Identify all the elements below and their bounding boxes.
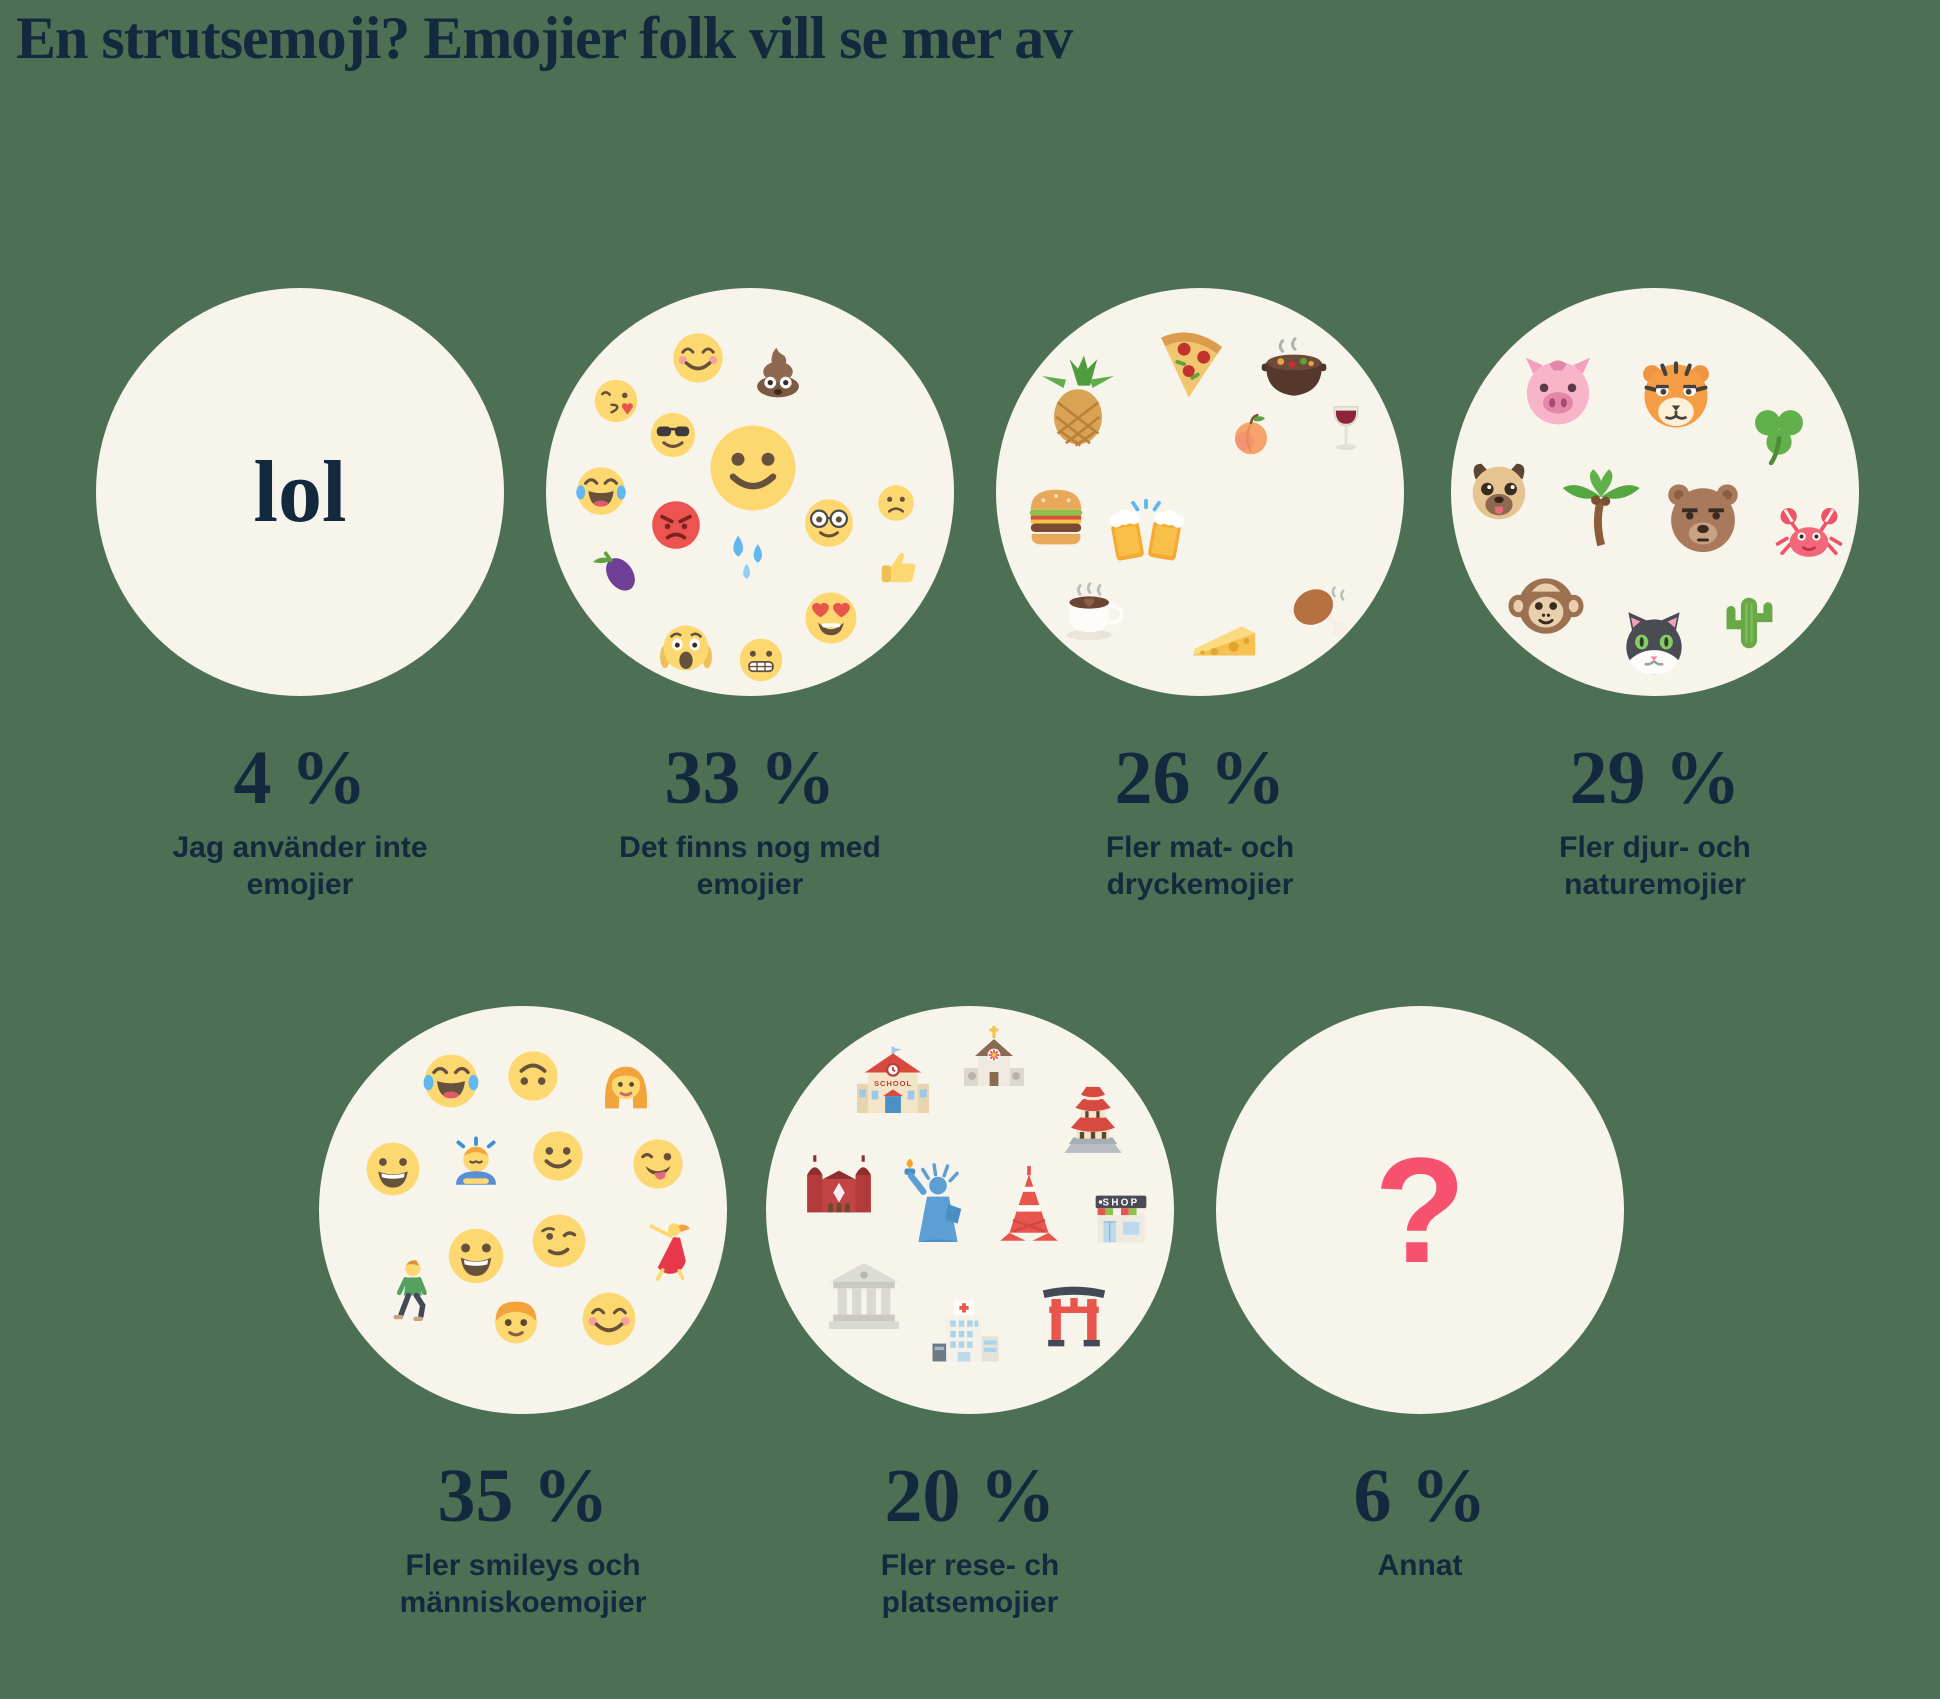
sunglasses-face-emoji xyxy=(647,409,699,461)
joy-emoji xyxy=(420,1050,482,1112)
segment-travel-places: SCHOOL SHOP 20 % Fler rese- ch platsemoji… xyxy=(766,1006,1174,1621)
big-grin-emoji xyxy=(444,1224,508,1288)
segment-other: ? 6 % Annat xyxy=(1216,1006,1624,1585)
grinning-emoji xyxy=(362,1138,424,1200)
eggplant-emoji xyxy=(585,537,647,599)
walking-man-emoji xyxy=(375,1255,447,1327)
svg-text:SHOP: SHOP xyxy=(1103,1198,1140,1209)
percent-label: Jag använder inte emojier xyxy=(172,831,428,901)
scream-emoji xyxy=(657,619,715,677)
dancer-emoji xyxy=(633,1218,699,1284)
monkey-emoji xyxy=(1505,565,1587,647)
japanese-castle-emoji xyxy=(1049,1077,1137,1165)
slight-frown-emoji xyxy=(875,482,917,524)
heart-eyes-emoji xyxy=(801,588,861,648)
grimace-emoji xyxy=(736,635,786,685)
church-emoji xyxy=(954,1022,1034,1102)
angry-emoji xyxy=(648,497,704,553)
stew-emoji xyxy=(1256,335,1332,411)
pig-emoji xyxy=(1515,348,1601,434)
percent-value: 4 % xyxy=(233,736,367,820)
upside-down-emoji xyxy=(504,1047,562,1105)
school-emoji: SCHOOL xyxy=(848,1041,938,1131)
hospital-emoji xyxy=(922,1289,1006,1373)
statue-of-liberty-emoji xyxy=(889,1155,987,1253)
percent-label: Fler djur- och naturemojier xyxy=(1559,831,1751,901)
clover-emoji xyxy=(1744,400,1814,470)
joy-emoji xyxy=(573,463,629,519)
crab-emoji xyxy=(1772,494,1846,568)
cat-emoji xyxy=(1613,602,1695,684)
cheese-emoji xyxy=(1185,599,1263,677)
kissing-heart-emoji xyxy=(591,376,641,426)
percent-value: 33 % xyxy=(664,736,836,820)
segment-animals-nature: 29 % Fler djur- och naturemojier xyxy=(1451,288,1859,903)
coffee-emoji xyxy=(1055,580,1127,652)
pug-emoji xyxy=(1460,452,1538,530)
smiling-blush-emoji xyxy=(578,1288,640,1350)
bear-emoji xyxy=(1659,474,1747,562)
percent-value: 26 % xyxy=(1114,736,1286,820)
percent-value: 35 % xyxy=(437,1454,609,1538)
question-mark: ? xyxy=(1374,1125,1466,1294)
lol-text: lol xyxy=(253,443,347,541)
burger-emoji xyxy=(1014,474,1098,558)
smirk-wink-emoji xyxy=(528,1210,590,1272)
page-title: En strutsemoji? Emojier folk vill se mer… xyxy=(16,5,1073,71)
segment-no-emoji-use: lol 4 % Jag använder inte emojier xyxy=(96,288,504,903)
segment-smileys-people: 35 % Fler smileys och människoemojier xyxy=(319,1006,727,1621)
percent-label: Fler mat- och dryckemojier xyxy=(1105,831,1295,901)
poop-emoji xyxy=(747,340,809,402)
cactus-emoji xyxy=(1713,587,1785,659)
bowing-emoji xyxy=(444,1132,508,1196)
question-circle: ? xyxy=(1216,1006,1624,1414)
percent-label: Fler smileys och människoemojier xyxy=(399,1549,647,1619)
tokyo-tower-emoji xyxy=(983,1158,1075,1250)
percent-value: 6 % xyxy=(1353,1454,1487,1538)
sweat-drops-emoji xyxy=(720,530,776,586)
segment-food-drink: 26 % Fler mat- och dryckemojier xyxy=(996,288,1404,903)
percent-label: Fler rese- ch platsemojier xyxy=(880,1549,1060,1619)
segment-enough-emojis: 33 % Det finns nog med emojier xyxy=(546,288,954,903)
percent-value: 29 % xyxy=(1569,736,1741,820)
pizza-emoji xyxy=(1145,317,1237,409)
percent-label: Det finns nog med emojier xyxy=(619,831,881,901)
synagogue-emoji xyxy=(795,1142,883,1230)
palm-emoji xyxy=(1555,466,1643,554)
animal-emoji-circle xyxy=(1451,288,1859,696)
people-emoji-circle xyxy=(319,1006,727,1414)
torii-gate-emoji xyxy=(1031,1270,1117,1356)
food-emoji-circle xyxy=(996,288,1404,696)
convenience-store-emoji: SHOP xyxy=(1082,1179,1160,1257)
boy-face-emoji xyxy=(485,1290,547,1352)
slight-smile-emoji xyxy=(703,418,803,518)
tiger-emoji xyxy=(1634,354,1718,438)
percent-label: Annat xyxy=(1377,1549,1463,1582)
wink-tongue-emoji xyxy=(629,1135,687,1193)
beers-emoji xyxy=(1103,490,1189,576)
thumbs-up-emoji xyxy=(873,541,923,591)
slight-smile-emoji xyxy=(529,1127,587,1185)
peach-emoji xyxy=(1223,406,1279,462)
woman-face-emoji xyxy=(594,1054,658,1118)
smiley-emoji-circle xyxy=(546,288,954,696)
smiling-blush-emoji xyxy=(669,329,727,387)
nerd-emoji xyxy=(801,495,857,551)
pineapple-emoji xyxy=(1030,352,1126,448)
percent-value: 20 % xyxy=(884,1454,1056,1538)
lol-circle: lol xyxy=(96,288,504,696)
wine-emoji xyxy=(1315,399,1377,461)
chicken-leg-emoji xyxy=(1287,579,1355,647)
classical-building-emoji xyxy=(820,1252,908,1340)
places-emoji-circle: SCHOOL SHOP xyxy=(766,1006,1174,1414)
svg-text:SCHOOL: SCHOOL xyxy=(874,1079,912,1088)
